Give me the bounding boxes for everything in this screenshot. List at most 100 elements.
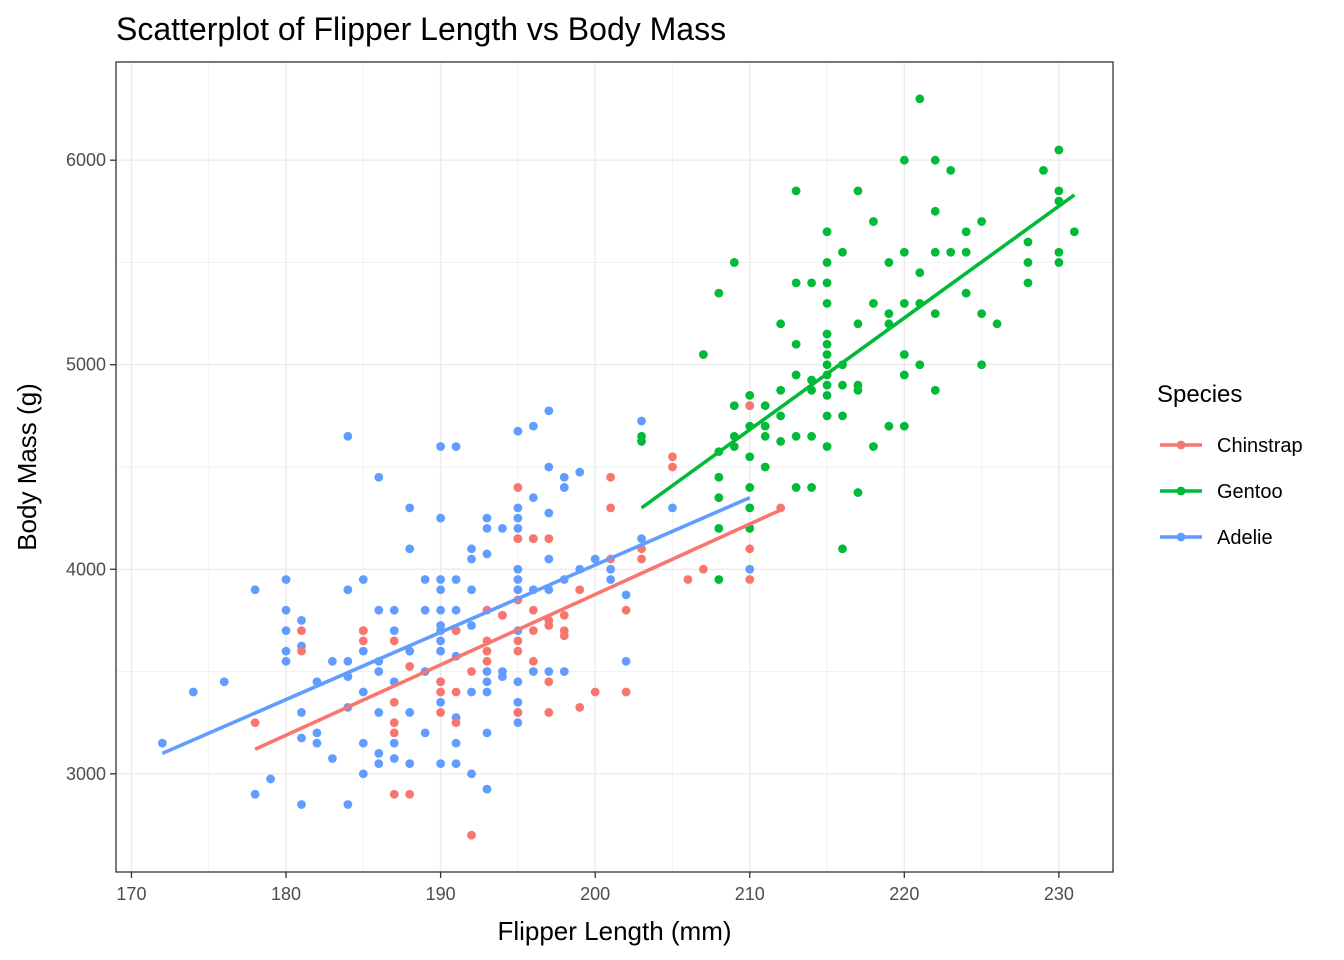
legend-title: Species — [1157, 381, 1242, 408]
y-tick-label: 3000 — [66, 764, 106, 784]
data-point — [436, 585, 446, 595]
data-point — [467, 621, 476, 630]
data-point — [328, 754, 337, 763]
data-point — [791, 431, 801, 441]
data-point — [343, 800, 353, 809]
data-point — [297, 800, 306, 809]
data-point — [776, 437, 786, 446]
data-point — [513, 718, 523, 728]
x-tick-label: 180 — [271, 884, 301, 904]
data-point — [436, 759, 446, 768]
data-point — [389, 738, 399, 748]
data-point — [374, 472, 384, 482]
data-point — [946, 247, 956, 257]
data-point — [436, 442, 446, 451]
data-point — [544, 462, 554, 472]
data-point — [853, 385, 863, 395]
data-point — [513, 708, 523, 717]
trend-line-adelie — [161, 496, 751, 756]
data-point — [482, 513, 492, 523]
data-point — [899, 298, 909, 308]
data-point — [451, 442, 461, 451]
data-point — [714, 288, 724, 298]
data-point — [312, 738, 322, 748]
data-point — [637, 554, 646, 564]
data-point — [992, 319, 1002, 329]
data-point — [776, 319, 786, 329]
data-point — [482, 667, 492, 676]
data-point — [436, 646, 446, 656]
data-point — [745, 391, 755, 400]
data-point — [559, 483, 569, 492]
data-point — [1054, 145, 1064, 155]
data-point — [621, 687, 631, 697]
data-point — [760, 431, 770, 441]
data-point — [482, 784, 492, 794]
data-point — [513, 513, 523, 523]
data-point — [513, 646, 523, 656]
data-point — [590, 687, 600, 697]
data-point — [358, 636, 368, 646]
data-point — [930, 385, 940, 395]
data-point — [250, 789, 260, 799]
data-point — [328, 656, 337, 666]
legend-item-adelie: Adelie — [1160, 527, 1273, 549]
data-point — [869, 298, 878, 308]
data-point — [281, 575, 291, 584]
data-point — [838, 380, 847, 390]
data-point — [374, 605, 384, 615]
data-point — [482, 687, 492, 697]
data-point — [899, 421, 909, 431]
data-point — [405, 789, 415, 799]
data-point — [745, 575, 755, 584]
data-point — [575, 467, 585, 477]
data-point — [899, 247, 909, 257]
data-point — [297, 626, 306, 636]
data-point — [822, 380, 832, 390]
data-point — [281, 605, 291, 615]
data-point — [714, 493, 724, 503]
data-point — [745, 452, 755, 462]
data-point — [498, 610, 507, 620]
data-point — [1023, 258, 1033, 267]
data-point — [822, 360, 832, 370]
data-point — [1023, 278, 1033, 288]
data-point — [343, 585, 353, 595]
data-point — [436, 513, 446, 523]
data-point — [482, 523, 492, 533]
data-point — [899, 350, 909, 359]
data-point — [606, 564, 616, 574]
data-point — [405, 503, 415, 513]
data-point — [482, 656, 492, 666]
data-point — [977, 360, 987, 370]
data-point — [729, 258, 739, 267]
data-point — [714, 523, 724, 533]
y-tick-label: 6000 — [66, 150, 106, 170]
plot-panel-border — [115, 61, 1114, 873]
data-point — [606, 472, 616, 482]
data-point — [915, 268, 925, 278]
data-point — [930, 247, 940, 257]
data-point — [729, 401, 739, 411]
data-point — [946, 166, 956, 175]
data-point — [621, 656, 631, 666]
data-point — [899, 155, 909, 165]
data-point — [513, 585, 523, 595]
data-point — [297, 708, 306, 717]
data-point — [776, 385, 786, 395]
x-tick-label: 230 — [1044, 884, 1074, 904]
data-point — [374, 759, 384, 768]
data-point — [513, 483, 523, 492]
y-axis-ticks: 3000 4000 5000 6000 — [66, 150, 116, 784]
data-point — [513, 697, 523, 707]
data-point — [451, 605, 461, 615]
data-point — [358, 738, 368, 748]
data-point — [760, 401, 770, 411]
data-point — [528, 605, 538, 615]
data-point — [389, 626, 399, 636]
legend: Species Chinstrap Gentoo Adelie — [1157, 381, 1303, 549]
data-point — [266, 774, 275, 784]
data-point — [822, 411, 832, 421]
data-point — [559, 610, 569, 620]
